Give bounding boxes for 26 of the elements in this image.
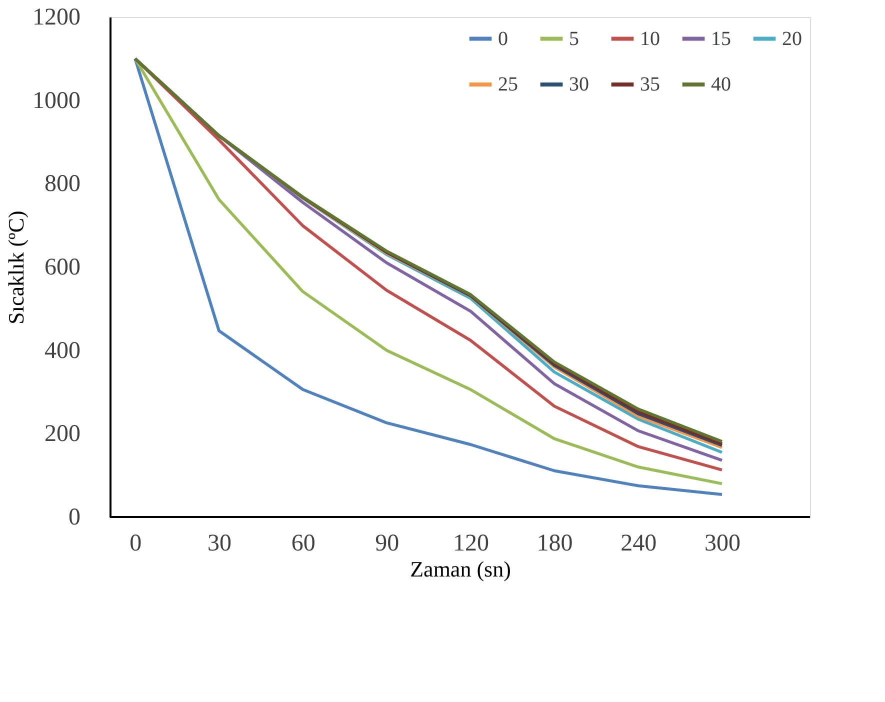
legend-label: 30 (569, 74, 589, 96)
x-tick-label: 120 (452, 530, 489, 556)
x-tick-label: 300 (704, 530, 740, 556)
legend-label: 25 (498, 74, 518, 96)
y-tick-label: 0 (68, 504, 80, 530)
x-tick-label: 30 (207, 530, 232, 556)
y-tick-label: 800 (44, 171, 80, 198)
x-axis-title: Zaman (sn) (410, 556, 511, 582)
legend-label: 0 (498, 28, 508, 50)
y-tick-label: 200 (44, 421, 80, 448)
y-tick-label: 1000 (32, 88, 80, 114)
x-tick-label: 90 (375, 530, 400, 556)
legend-label: 15 (711, 28, 731, 50)
legend-label: 5 (569, 28, 579, 50)
x-tick-label: 60 (291, 530, 316, 556)
x-tick-label: 180 (536, 530, 573, 556)
legend-label: 10 (640, 28, 660, 50)
y-axis-title: Sıcaklık (ºC) (4, 210, 28, 324)
legend-label: 40 (711, 74, 731, 96)
legend-label: 35 (640, 74, 660, 96)
x-tick-label: 0 (130, 530, 142, 556)
legend-label: 20 (782, 28, 802, 50)
y-tick-label: 600 (44, 254, 80, 280)
x-tick-label: 240 (620, 530, 657, 556)
y-tick-label: 1200 (32, 4, 80, 30)
y-tick-label: 400 (44, 338, 80, 364)
